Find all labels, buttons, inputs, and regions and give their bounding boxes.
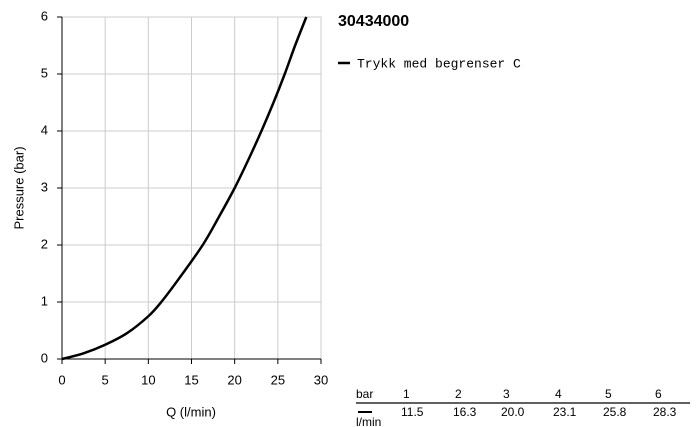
table-pressure: 3 — [503, 387, 510, 401]
table-flow: 16.3 — [453, 405, 477, 419]
table-pressure: 6 — [655, 387, 662, 401]
table-pressure: 2 — [455, 387, 462, 401]
y-tick-label: 3 — [41, 179, 48, 194]
x-tick-label: 5 — [102, 372, 109, 387]
table-pressure: 5 — [605, 387, 612, 401]
y-tick-label: 5 — [41, 65, 48, 80]
table-flow: 11.5 — [401, 405, 424, 419]
table-unit: l/min — [356, 415, 381, 427]
table-flow: 20.0 — [501, 405, 525, 419]
table-pressure: 1 — [403, 387, 410, 401]
y-tick-label: 1 — [41, 293, 48, 308]
legend-label: Trykk med begrenser C — [357, 56, 521, 71]
table-flow: 28.3 — [653, 405, 677, 419]
y-axis-label: Pressure (bar) — [11, 146, 26, 229]
y-tick-label: 2 — [41, 236, 48, 251]
x-tick-label: 10 — [141, 372, 155, 387]
y-tick-label: 6 — [41, 8, 48, 23]
table-flow: 23.1 — [553, 405, 577, 419]
x-tick-label: 0 — [58, 372, 65, 387]
chart-title: 30434000 — [338, 13, 409, 30]
x-tick-label: 30 — [314, 372, 328, 387]
series-line — [61, 16, 308, 361]
x-tick-label: 25 — [271, 372, 285, 387]
y-tick-label: 0 — [41, 350, 48, 365]
y-tick-label: 4 — [41, 122, 48, 137]
table-flow: 25.8 — [603, 405, 627, 419]
table-pressure: 4 — [555, 387, 562, 401]
x-tick-label: 15 — [184, 372, 198, 387]
x-tick-label: 20 — [227, 372, 241, 387]
table-row-header: bar — [356, 387, 373, 401]
x-axis-label: Q (l/min) — [166, 404, 216, 419]
